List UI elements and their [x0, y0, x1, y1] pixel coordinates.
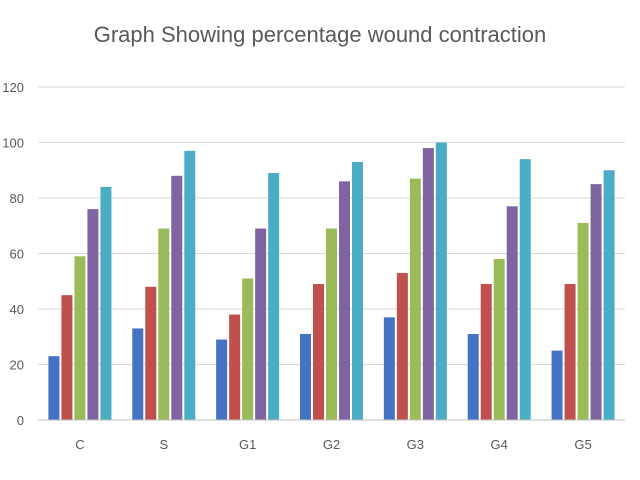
bar-C-series-1 — [48, 356, 60, 420]
bar-G1-series-5 — [268, 173, 280, 420]
y-tick-label: 120 — [2, 80, 24, 95]
bars — [48, 142, 615, 421]
bar-G3-series-2 — [396, 272, 408, 420]
bar-G1-series-3 — [242, 278, 254, 420]
bar-G5-series-5 — [603, 170, 615, 420]
bar-G4-series-2 — [480, 284, 492, 420]
bar-G3-series-3 — [409, 178, 421, 420]
x-tick-label: C — [75, 437, 84, 452]
x-tick-label: G3 — [407, 437, 424, 452]
bar-G2-series-5 — [352, 161, 363, 421]
y-axis-ticks: 0 20 40 60 80 100 120 — [2, 80, 24, 428]
x-tick-label: G4 — [491, 437, 508, 452]
x-tick-label: G2 — [323, 437, 340, 452]
bar-S-series-2 — [145, 286, 157, 420]
bar-S-series-4 — [171, 175, 183, 420]
bar-G2-series-1 — [300, 333, 311, 420]
bar-G5-series-4 — [590, 184, 602, 420]
bar-G1-series-2 — [229, 314, 241, 420]
bar-G4-series-3 — [493, 259, 505, 420]
bar-G3-series-5 — [435, 142, 447, 420]
bar-G5-series-1 — [551, 350, 563, 420]
y-tick-label: 100 — [2, 136, 24, 151]
x-tick-label: G5 — [574, 437, 591, 452]
chart-title: Graph Showing percentage wound contracti… — [93, 22, 547, 47]
bar-C-series-3 — [74, 256, 86, 420]
bar-C-series-2 — [61, 295, 73, 420]
bar-S-series-5 — [184, 150, 196, 420]
y-tick-label: 60 — [10, 247, 24, 262]
bar-G5-series-3 — [577, 222, 589, 420]
bar-G4-series-5 — [519, 159, 531, 420]
bar-G2-series-3 — [326, 228, 337, 420]
bar-G4-series-1 — [467, 333, 479, 420]
y-tick-label: 0 — [17, 413, 24, 428]
bar-C-series-4 — [87, 209, 99, 420]
x-axis-ticks: C S G1 G2 G3 G4 G5 — [75, 437, 592, 452]
bar-S-series-1 — [132, 328, 144, 420]
y-tick-label: 40 — [10, 302, 24, 317]
bar-C-series-5 — [100, 186, 112, 420]
y-tick-label: 20 — [10, 358, 24, 373]
bar-G1-series-1 — [216, 339, 228, 420]
bar-G3-series-1 — [383, 317, 395, 420]
y-tick-label: 80 — [10, 191, 24, 206]
bar-G5-series-2 — [564, 284, 576, 420]
bar-G1-series-4 — [255, 228, 267, 420]
x-tick-label: S — [159, 437, 168, 452]
bar-S-series-3 — [158, 228, 170, 420]
bar-G2-series-2 — [313, 284, 324, 420]
bar-G3-series-4 — [422, 148, 434, 421]
bar-G4-series-4 — [506, 206, 518, 420]
bar-G2-series-4 — [339, 181, 350, 420]
x-tick-label: G1 — [239, 437, 256, 452]
